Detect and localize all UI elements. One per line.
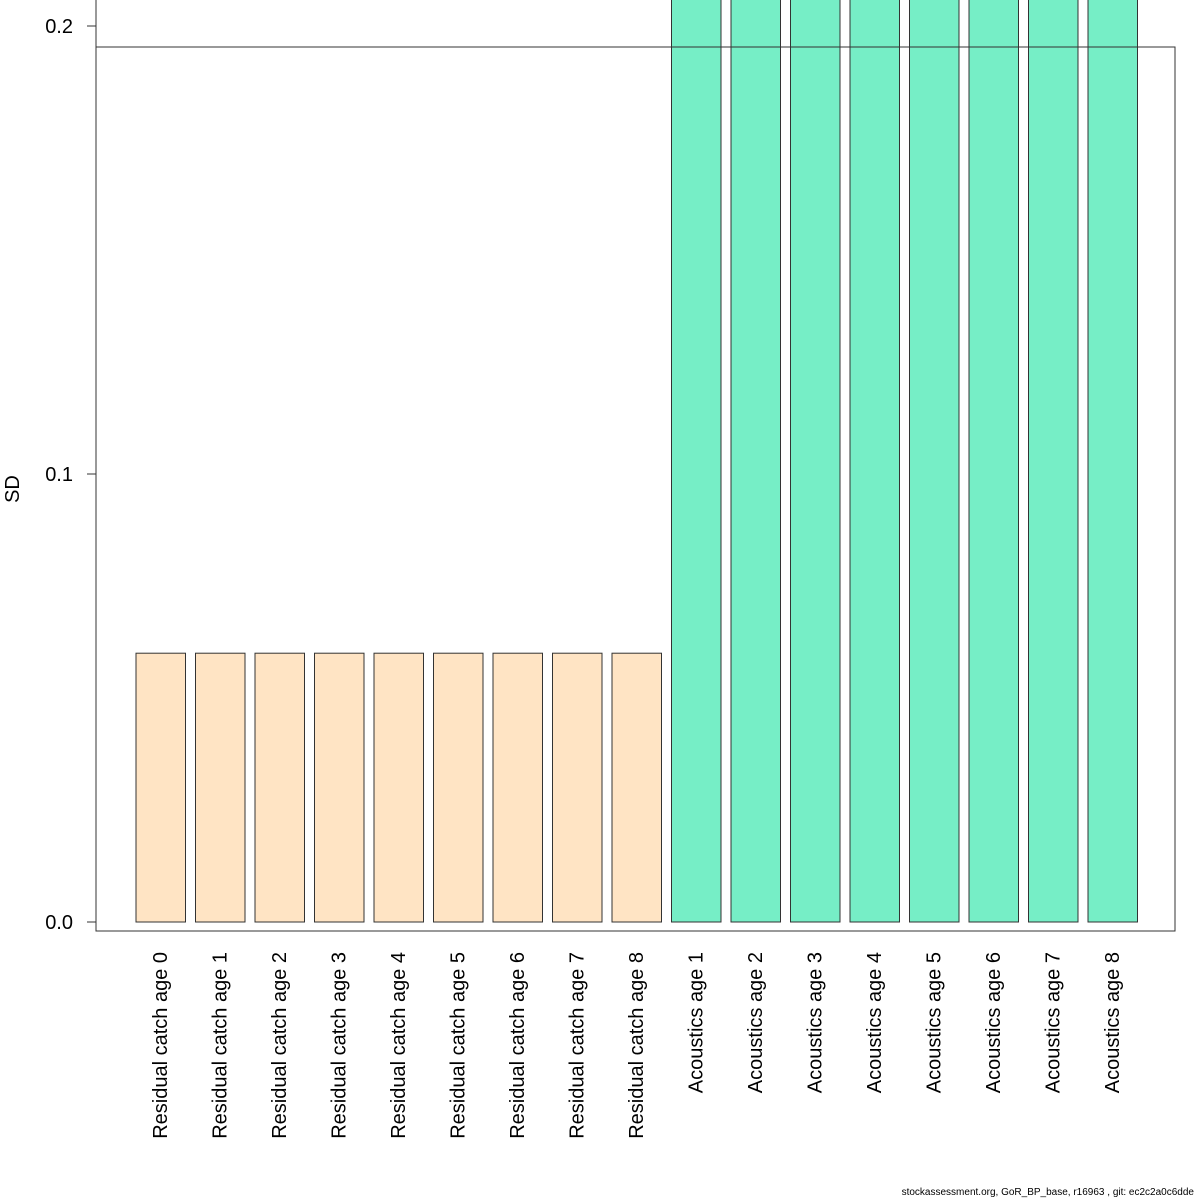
y-axis: 0.00.10.20.3	[45, 0, 97, 934]
x-axis-labels: Residual catch age 0 Residual catch age 1…	[150, 952, 1124, 1139]
x-category-label-9: Residual catch age 8	[626, 952, 648, 1139]
y-tick-label-2: 0.1	[45, 464, 73, 486]
bar-8	[552, 652, 603, 923]
y-tick-label-3: 0.2	[45, 16, 73, 38]
x-category-label-13: Acoustics age 4	[864, 952, 886, 1093]
y-tick-label-1: 0.0	[45, 912, 73, 934]
bar-7	[492, 652, 543, 923]
bar-12	[790, 0, 841, 923]
x-category-label-16: Acoustics age 7	[1042, 952, 1064, 1093]
bar-4	[314, 652, 365, 923]
footer-credit: stockassessment.org, GoR_BP_base, r16963…	[901, 1187, 1194, 1198]
bar-15	[968, 0, 1019, 923]
bar-16	[1028, 0, 1079, 923]
bar-6	[433, 652, 484, 923]
bar-17	[1087, 0, 1138, 923]
bar-5	[373, 652, 424, 923]
bar-13	[849, 0, 900, 923]
x-category-label-15: Acoustics age 6	[983, 952, 1005, 1093]
x-category-label-8: Residual catch age 7	[566, 952, 588, 1139]
bar-2	[195, 652, 246, 923]
bars-layer	[135, 0, 1138, 923]
bar-3	[254, 652, 305, 923]
bar-11	[730, 0, 781, 923]
x-category-label-3: Residual catch age 2	[269, 952, 291, 1139]
x-category-label-17: Acoustics age 8	[1102, 952, 1124, 1093]
x-category-label-12: Acoustics age 3	[804, 952, 826, 1093]
bar-10	[671, 0, 722, 923]
bar-9	[611, 652, 662, 923]
x-category-label-1: Residual catch age 0	[150, 952, 172, 1139]
bar-1	[135, 652, 186, 923]
x-category-label-4: Residual catch age 3	[328, 952, 350, 1139]
y-axis-title: SD	[2, 475, 24, 503]
x-category-label-5: Residual catch age 4	[388, 952, 410, 1139]
x-category-label-7: Residual catch age 6	[507, 952, 529, 1139]
bar-14	[909, 0, 960, 923]
x-category-label-2: Residual catch age 1	[209, 952, 231, 1139]
x-category-label-10: Acoustics age 1	[685, 952, 707, 1093]
x-category-label-14: Acoustics age 5	[923, 952, 945, 1093]
x-category-label-6: Residual catch age 5	[447, 952, 469, 1139]
x-category-label-11: Acoustics age 2	[745, 952, 767, 1093]
